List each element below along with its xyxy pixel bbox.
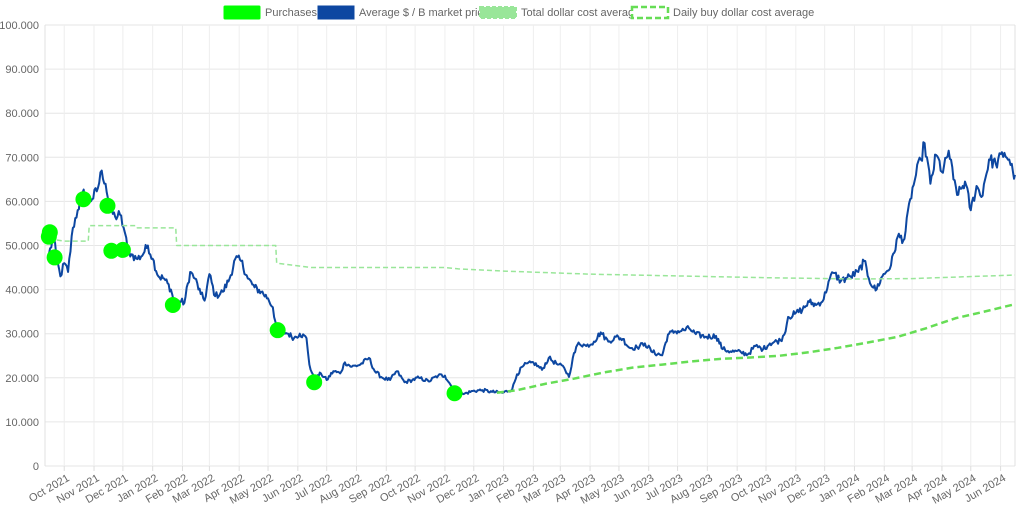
purchase-point[interactable] bbox=[75, 191, 92, 208]
series-market-price[interactable] bbox=[47, 141, 1016, 397]
purchase-point[interactable] bbox=[446, 385, 463, 402]
legend-swatch-daily-dca[interactable] bbox=[630, 5, 670, 20]
legend-label-daily-dca: Daily buy dollar cost average bbox=[673, 7, 814, 19]
y-tick-label: 80.000 bbox=[5, 108, 39, 120]
purchase-point[interactable] bbox=[99, 197, 116, 214]
purchase-point[interactable] bbox=[306, 374, 323, 391]
legend-label-total-dca: Total dollar cost average bbox=[521, 7, 640, 19]
series-layer bbox=[47, 141, 1016, 397]
purchase-point[interactable] bbox=[164, 297, 181, 314]
purchase-point[interactable] bbox=[114, 241, 131, 258]
y-tick-label: 40.000 bbox=[5, 285, 39, 297]
purchase-point[interactable] bbox=[103, 242, 120, 259]
y-axis: 0 10.000 20.000 30.000 40.000 50.000 60.000 70.… bbox=[0, 20, 39, 473]
legend: Purchases Average $ / B market price Tot… bbox=[223, 5, 814, 20]
y-tick-label: 0 bbox=[33, 461, 39, 473]
legend-label-market-price: Average $ / B market price bbox=[359, 7, 489, 19]
series-daily-dca[interactable] bbox=[496, 302, 1016, 395]
purchase-point[interactable] bbox=[41, 224, 58, 241]
purchase-point[interactable] bbox=[46, 249, 63, 266]
y-tick-label: 10.000 bbox=[5, 417, 39, 429]
legend-swatch-total-dca[interactable] bbox=[479, 6, 517, 19]
grid bbox=[44, 24, 1016, 471]
y-tick-label: 100.000 bbox=[0, 20, 39, 32]
y-tick-label: 50.000 bbox=[5, 241, 39, 253]
y-tick-label: 90.000 bbox=[5, 64, 39, 76]
y-tick-label: 70.000 bbox=[5, 152, 39, 164]
legend-swatch-market-price[interactable] bbox=[317, 5, 355, 20]
legend-swatch-purchases[interactable] bbox=[223, 5, 261, 20]
legend-label-purchases: Purchases bbox=[265, 7, 317, 19]
y-tick-label: 20.000 bbox=[5, 373, 39, 385]
series-total-dca[interactable] bbox=[48, 224, 1016, 280]
purchase-points bbox=[40, 191, 463, 402]
y-tick-label: 30.000 bbox=[5, 329, 39, 341]
purchase-point[interactable] bbox=[269, 322, 286, 339]
y-tick-label: 60.000 bbox=[5, 196, 39, 208]
